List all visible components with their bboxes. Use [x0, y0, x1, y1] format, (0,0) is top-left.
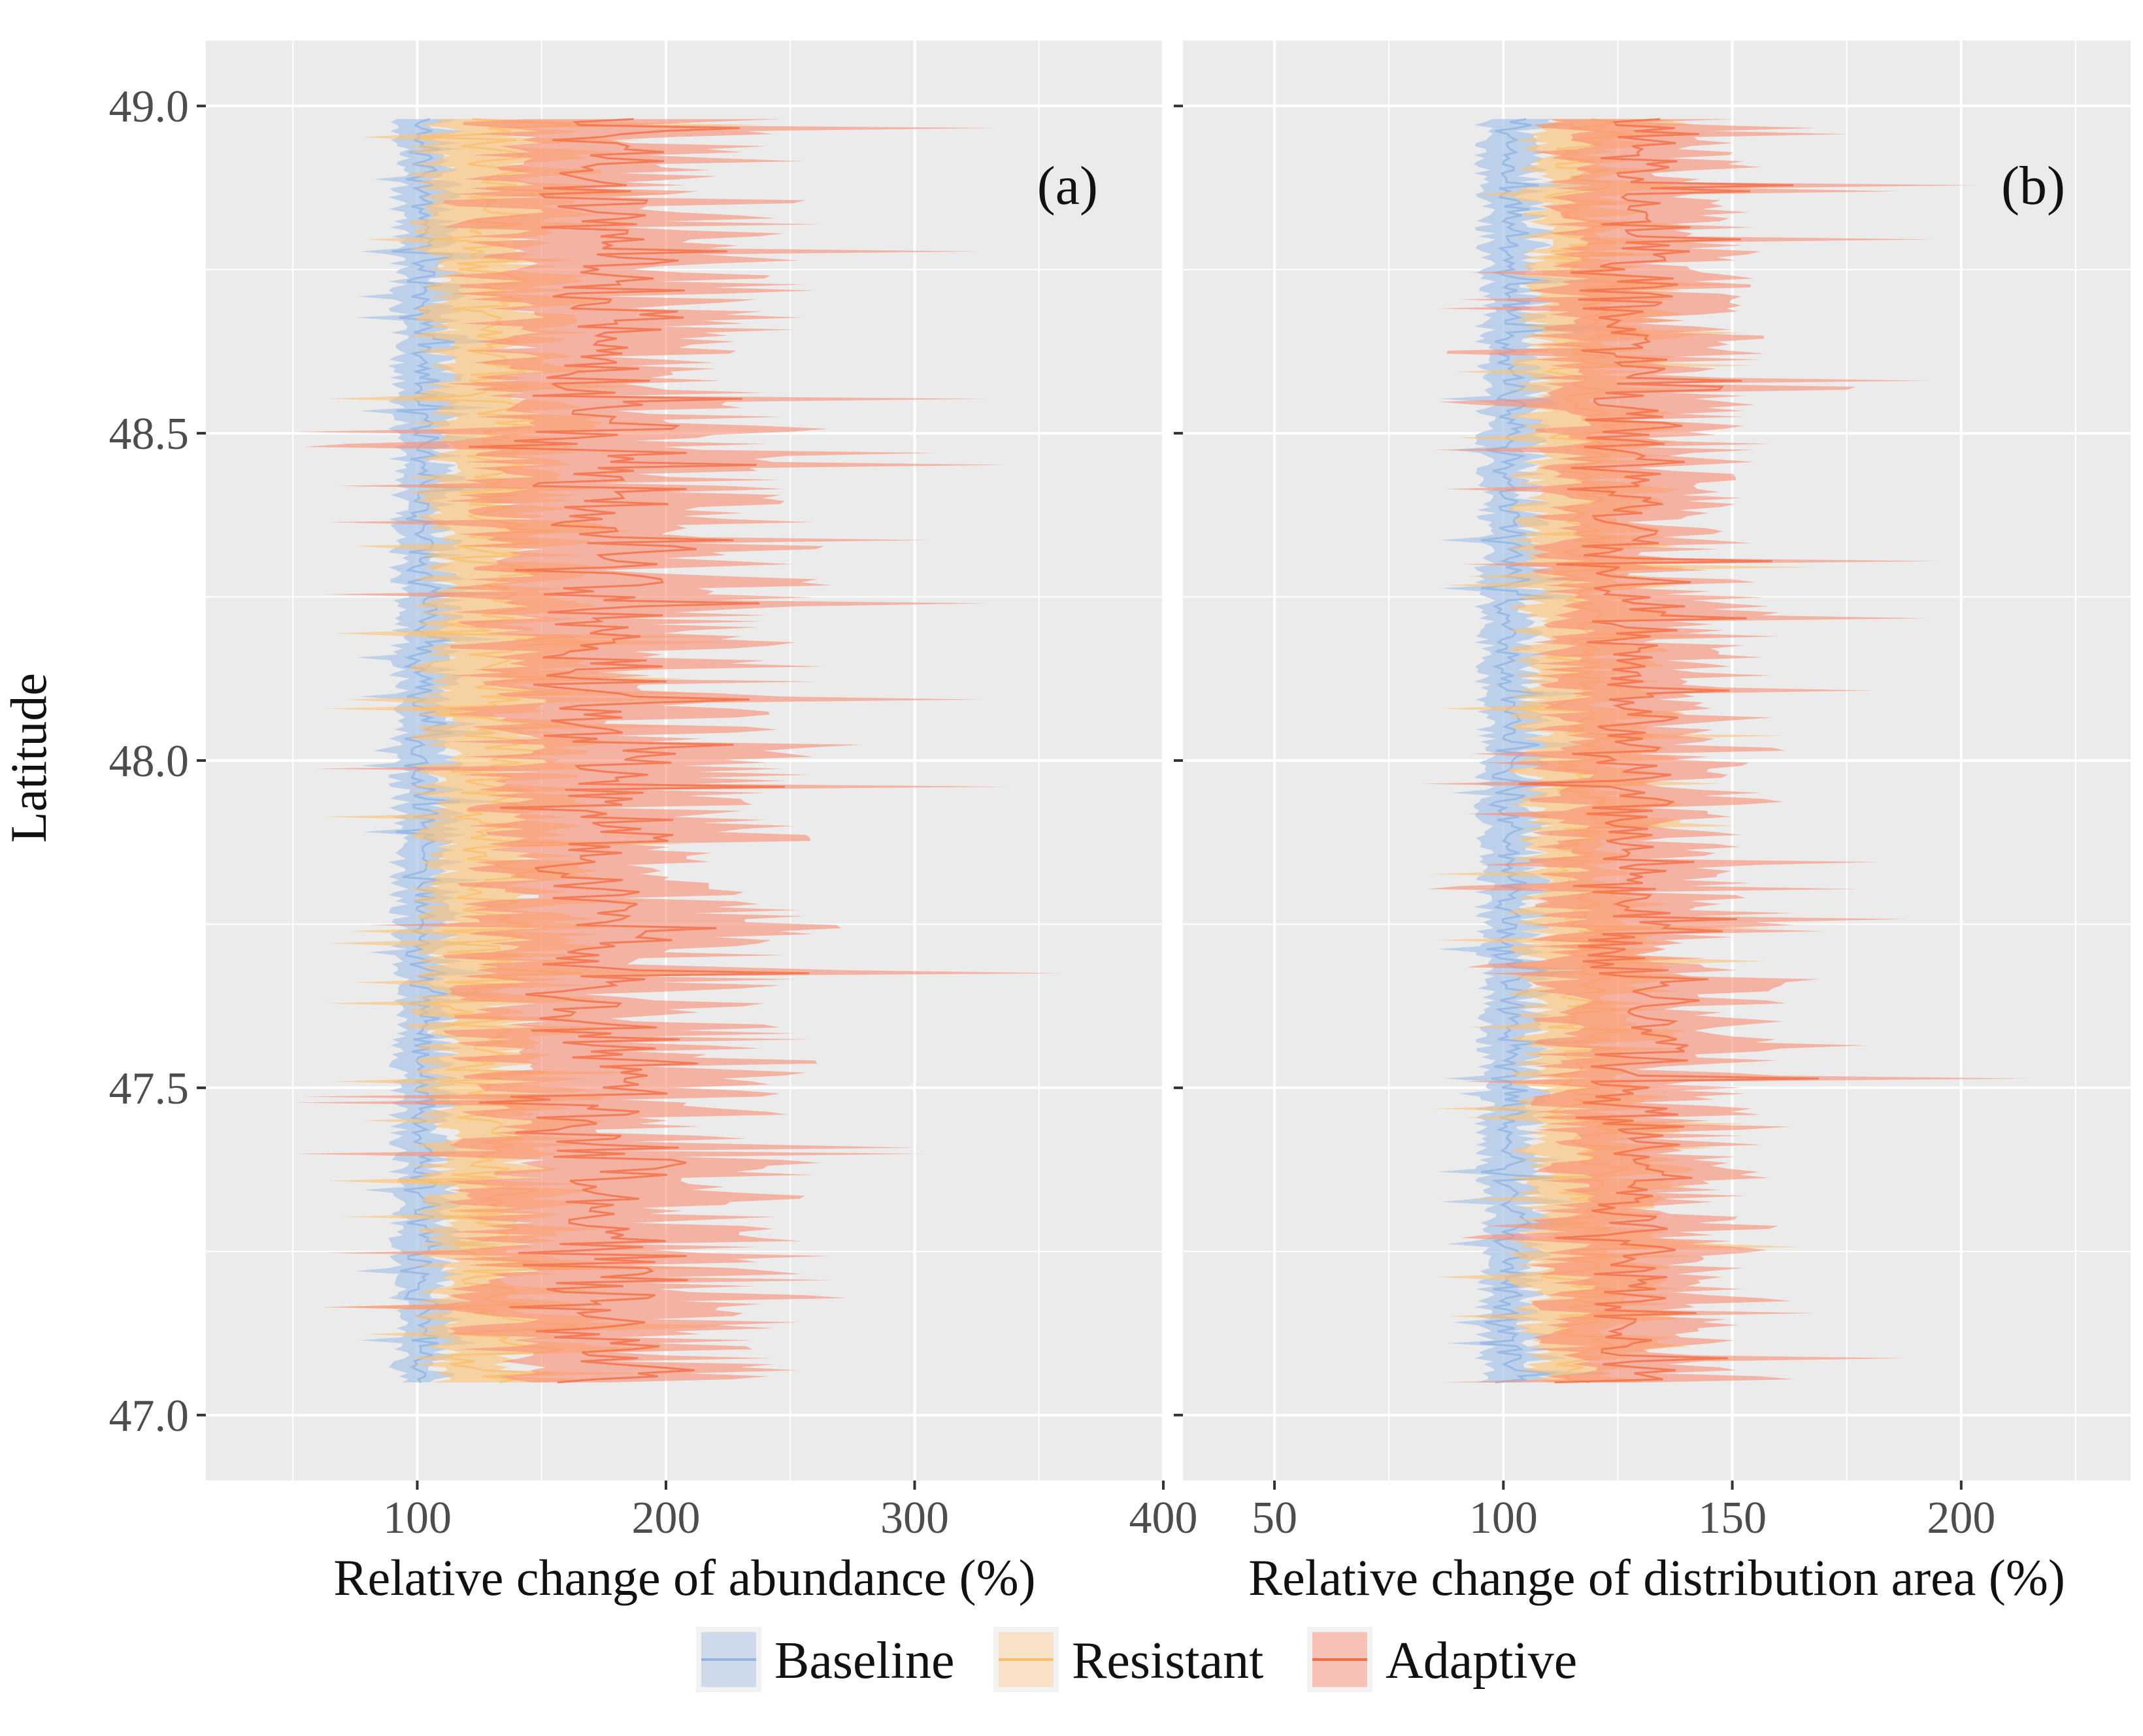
legend: Baseline Resistant Adaptive — [696, 1627, 1577, 1692]
panel-b: 50 100 150 200 Relative change of distributi… — [1174, 41, 2131, 1606]
x-axis-title: Relative change of abundance (%) — [333, 1549, 1035, 1606]
legend-label-adaptive: Adaptive — [1386, 1632, 1577, 1690]
median-line-adaptive — [469, 118, 810, 1384]
x-tick-label: 300 — [880, 1493, 949, 1543]
x-tick-label: 150 — [1698, 1493, 1767, 1543]
ribbon-adaptive — [1421, 119, 2030, 1383]
y-axis-title: Latitude — [0, 673, 57, 843]
x-tick-label: 100 — [383, 1493, 452, 1543]
x-tick-label: 50 — [1252, 1493, 1297, 1543]
panel-a: 47.0 47.5 48.0 48.5 49.0 100 200 300 400 Relative… — [109, 41, 1198, 1606]
panel-label: (b) — [2001, 156, 2065, 216]
y-tick-label: 48.0 — [109, 736, 190, 787]
x-tick-label: 100 — [1469, 1493, 1538, 1543]
x-axis-title: Relative change of distribution area (%) — [1248, 1549, 2065, 1606]
y-tick-label: 47.0 — [109, 1391, 190, 1441]
ribbons — [1421, 118, 2030, 1384]
y-tick-label: 48.5 — [109, 409, 190, 459]
x-tick-label: 400 — [1129, 1493, 1198, 1543]
ribbons — [293, 118, 1064, 1384]
ribbon-baseline — [354, 119, 505, 1383]
ribbon-baseline — [1437, 119, 1618, 1383]
x-tick-label: 200 — [1927, 1493, 1995, 1543]
legend-label-resistant: Resistant — [1072, 1632, 1263, 1690]
panel-label: (a) — [1037, 156, 1098, 216]
median-line-adaptive — [1518, 118, 1819, 1384]
legend-label-baseline: Baseline — [774, 1632, 954, 1690]
ribbon-adaptive — [293, 119, 1064, 1383]
y-tick-label: 47.5 — [109, 1064, 190, 1114]
y-tick-label: 49.0 — [109, 82, 190, 132]
median-line-baseline — [391, 118, 464, 1383]
x-tick-label: 200 — [631, 1493, 700, 1543]
